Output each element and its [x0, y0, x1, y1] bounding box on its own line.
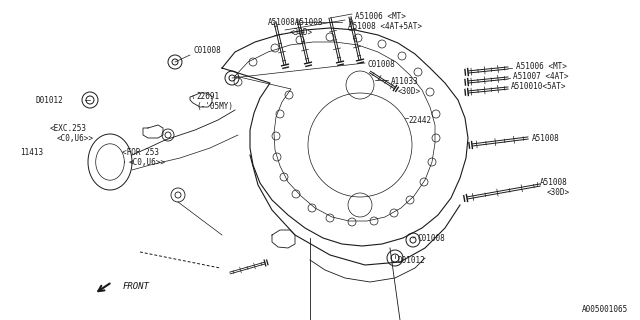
- Text: C01008: C01008: [417, 234, 445, 243]
- Text: <30D>: <30D>: [290, 28, 313, 37]
- Text: 22442: 22442: [408, 116, 431, 125]
- Text: A51008: A51008: [540, 178, 568, 187]
- Text: <C0,U6>>: <C0,U6>>: [129, 158, 166, 167]
- Text: 22691: 22691: [196, 92, 219, 101]
- Text: A11033: A11033: [391, 77, 419, 86]
- Text: A005001065: A005001065: [582, 305, 628, 314]
- Text: C01008: C01008: [368, 60, 396, 69]
- Text: <30D>: <30D>: [398, 87, 421, 96]
- Text: 11413: 11413: [20, 148, 43, 157]
- Text: A510010<5AT>: A510010<5AT>: [511, 82, 566, 91]
- Text: A51008A51008: A51008A51008: [268, 18, 323, 27]
- Text: <30D>: <30D>: [547, 188, 570, 197]
- Text: D01012: D01012: [36, 96, 64, 105]
- Text: <C0,U6>>: <C0,U6>>: [57, 134, 94, 143]
- Text: <EXC.253: <EXC.253: [50, 124, 87, 133]
- Text: <FOR 253: <FOR 253: [122, 148, 159, 157]
- Text: A51006 <MT>: A51006 <MT>: [516, 62, 567, 71]
- Text: D01012: D01012: [397, 256, 425, 265]
- Text: A51006 <MT>: A51006 <MT>: [355, 12, 406, 21]
- Text: A51008 <4AT+5AT>: A51008 <4AT+5AT>: [348, 22, 422, 31]
- Text: (-'05MY): (-'05MY): [196, 102, 233, 111]
- Text: A51007 <4AT>: A51007 <4AT>: [513, 72, 568, 81]
- Text: C01008: C01008: [193, 46, 221, 55]
- Text: FRONT: FRONT: [123, 282, 150, 291]
- Text: A51008: A51008: [532, 134, 560, 143]
